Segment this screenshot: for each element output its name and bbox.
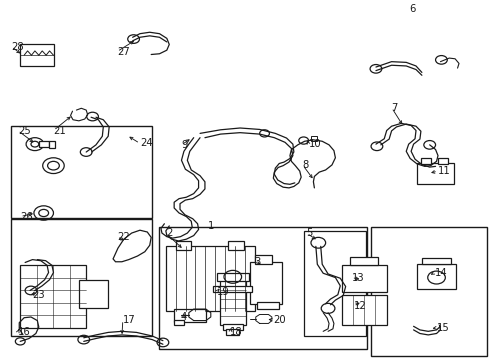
Bar [342, 296, 387, 325]
Text: 3: 3 [254, 257, 260, 267]
Bar [11, 126, 152, 218]
Text: 5: 5 [307, 228, 313, 238]
Bar [255, 255, 272, 264]
Bar [11, 220, 152, 336]
Text: 27: 27 [117, 46, 130, 57]
Bar [257, 302, 279, 309]
Text: 2: 2 [166, 228, 172, 238]
Polygon shape [113, 230, 151, 262]
Bar [250, 262, 282, 304]
Bar [20, 44, 54, 66]
Text: 16: 16 [18, 327, 30, 337]
Text: 22: 22 [117, 232, 130, 242]
Bar [20, 265, 86, 328]
Text: 9: 9 [181, 140, 188, 150]
Bar [49, 140, 55, 148]
Text: 15: 15 [437, 323, 450, 333]
Bar [350, 257, 378, 265]
Text: 19: 19 [217, 287, 229, 297]
Text: 12: 12 [353, 301, 366, 311]
Bar [342, 265, 387, 292]
Bar [39, 141, 49, 147]
Bar [217, 273, 249, 281]
Text: 6: 6 [410, 4, 416, 14]
Text: 8: 8 [303, 160, 309, 170]
Text: 7: 7 [392, 103, 398, 113]
Bar [417, 264, 456, 289]
Text: 14: 14 [435, 267, 447, 278]
Bar [175, 241, 191, 250]
Text: 17: 17 [123, 315, 136, 325]
Text: 25: 25 [18, 126, 30, 135]
Bar [174, 320, 184, 325]
Bar [422, 258, 451, 264]
Text: 1: 1 [208, 221, 214, 231]
Text: 18: 18 [230, 327, 243, 337]
Text: 23: 23 [32, 291, 45, 301]
Text: 13: 13 [351, 273, 364, 283]
Bar [228, 241, 244, 250]
Text: 10: 10 [309, 139, 321, 149]
Bar [223, 324, 243, 330]
Bar [417, 163, 454, 184]
Bar [438, 158, 448, 164]
Bar [79, 280, 108, 309]
Bar [304, 231, 366, 336]
Text: 11: 11 [438, 166, 451, 176]
Bar [213, 286, 252, 292]
Bar [421, 158, 431, 164]
Bar [159, 226, 367, 348]
Text: 26: 26 [20, 212, 33, 221]
Text: 24: 24 [140, 139, 152, 148]
Bar [166, 246, 255, 311]
Text: 28: 28 [11, 42, 24, 51]
Bar [370, 226, 487, 356]
Bar [174, 309, 206, 321]
Bar [220, 279, 246, 325]
Text: 20: 20 [273, 315, 286, 325]
Text: 21: 21 [53, 126, 66, 135]
Bar [226, 329, 239, 335]
Text: 4: 4 [180, 312, 187, 322]
Bar [311, 136, 318, 140]
